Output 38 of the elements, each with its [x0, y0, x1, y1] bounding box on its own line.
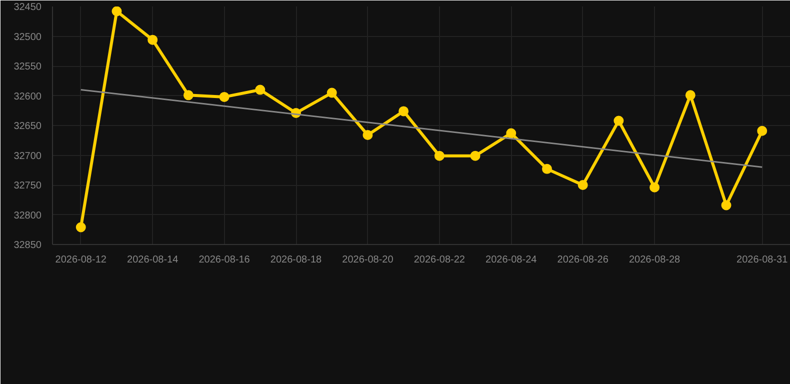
point — [112, 6, 122, 16]
y-tick-label: 32850 — [14, 240, 42, 251]
y-tick-label: 32750 — [14, 180, 42, 192]
y-tick-label: 32700 — [14, 150, 42, 162]
y-tick-label: 32500 — [14, 32, 42, 43]
x-tick-label: 2026-08-18 — [270, 254, 322, 266]
point — [721, 200, 732, 210]
y-tick-label: 32450 — [14, 2, 42, 13]
x-tick-label: 2026-08-28 — [628, 254, 681, 266]
point — [183, 90, 194, 100]
point — [76, 222, 86, 232]
point — [614, 116, 624, 126]
y-tick-label: 32800 — [14, 210, 42, 222]
x-tick-label: 2026-08-20 — [342, 254, 394, 266]
point — [434, 150, 444, 161]
x-tick-label: 2026-08-16 — [198, 254, 250, 266]
x-tick-label: 2026-08-12 — [55, 254, 107, 266]
point — [219, 92, 230, 102]
point — [255, 84, 266, 95]
y-tick-label: 32600 — [14, 91, 42, 102]
x-tick-label: 2026-08-26 — [557, 254, 609, 266]
y-tick-label: 32550 — [14, 62, 42, 72]
point — [542, 164, 552, 174]
point — [578, 180, 588, 190]
point — [362, 130, 373, 140]
point — [650, 182, 660, 192]
x-tick-label: 2026-08-31 — [736, 254, 788, 266]
point — [757, 126, 768, 136]
x-tick-label: 2026-08-24 — [486, 254, 538, 266]
point — [398, 106, 409, 116]
x-tick-label: 2026-08-14 — [127, 254, 179, 266]
point — [506, 128, 516, 138]
point — [148, 34, 158, 45]
point — [470, 150, 480, 161]
y-tick-label: 32650 — [14, 121, 42, 132]
point — [326, 88, 337, 98]
point — [685, 90, 696, 100]
x-tick-label: 2026-08-22 — [414, 254, 466, 266]
